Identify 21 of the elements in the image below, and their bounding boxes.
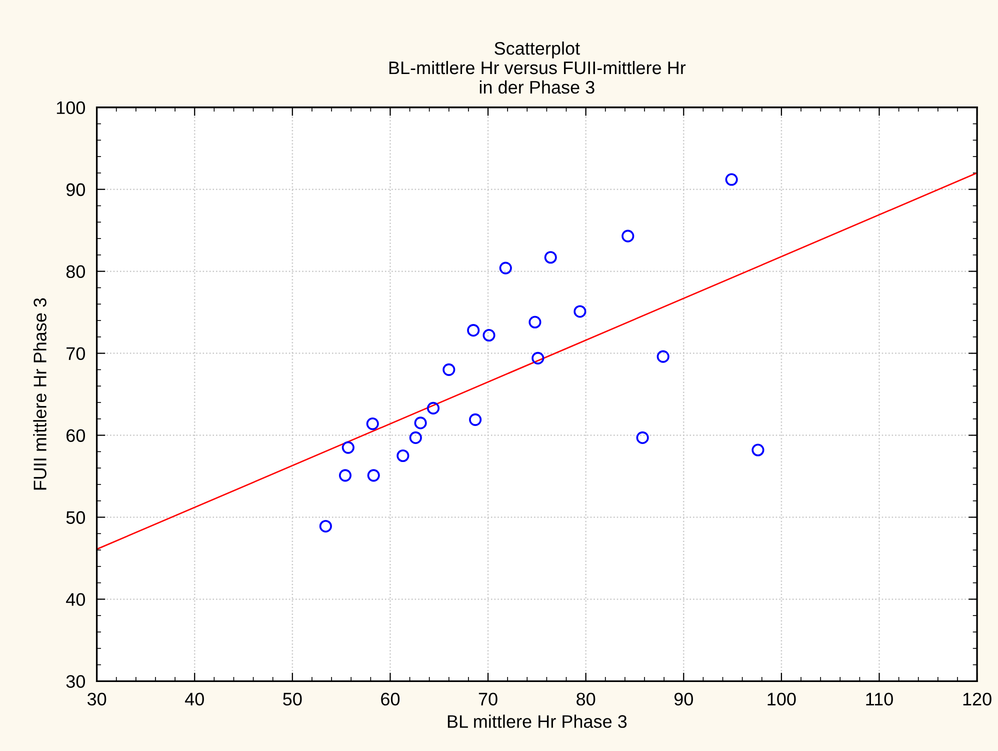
y-tick-label: 90 [66, 183, 85, 196]
chart-title: Scatterplot BL-mittlere Hr versus FUII-mittlere Hr in der Phase 3 [389, 42, 686, 94]
x-tick-label: 60 [381, 692, 400, 706]
y-tick-label: 30 [66, 675, 85, 688]
y-tick-label: 40 [66, 593, 85, 606]
y-tick-label: 100 [56, 101, 85, 114]
x-tick-label: 100 [768, 692, 796, 706]
y-tick-label: 70 [66, 347, 85, 360]
x-tick-label: 70 [478, 692, 498, 706]
x-tick-label: 90 [674, 692, 693, 706]
y-tick-label: 80 [66, 265, 85, 278]
x-tick-label: 80 [576, 692, 596, 706]
x-tick-label: 110 [866, 692, 893, 706]
y-tick-label: 60 [66, 429, 85, 442]
x-tick-label: 30 [87, 692, 106, 706]
x-tick-label: 120 [963, 692, 992, 706]
y-tick-label: 50 [66, 511, 85, 524]
x-axis-title: BL mittlere Hr Phase 3 [448, 714, 627, 728]
x-tick-label: 50 [283, 692, 302, 706]
y-axis-title: FUII mittlere Hr Phase 3 [33, 298, 46, 490]
x-tick-label: 40 [184, 692, 204, 706]
